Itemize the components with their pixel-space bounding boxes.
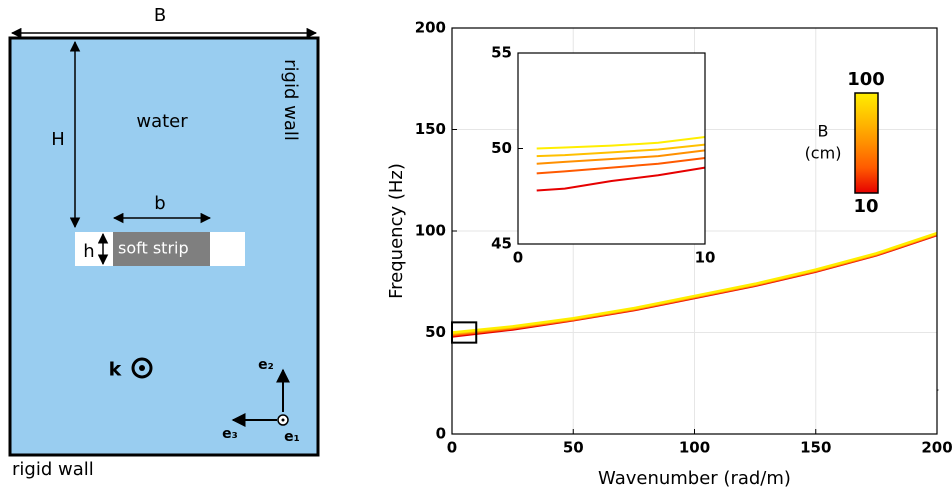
colorbar-tick-label: 10 [853,196,878,217]
label-rigid-wall: rigid wall [280,59,301,141]
colorbar-tick-label: 100 [847,69,885,90]
series-line [536,157,706,175]
label-e3: e₃ [222,426,238,442]
x-tick-label: 150 [800,439,831,457]
y-tick-label: 45 [491,235,512,253]
e1-dot [281,418,285,422]
series-line [536,166,706,192]
x-tick-label: 200 [921,439,952,457]
k-dot [139,365,145,371]
y-tick-label: 0 [436,425,446,443]
colorbar-label: (cm) [805,144,842,163]
axes-frame [451,27,938,435]
label-rigid-wall-bottom: rigid wall [12,459,94,480]
label-strip-h: h [83,241,94,262]
x-tick-label: 50 [563,439,584,457]
series-line [536,136,706,150]
label-h-depth: H [51,129,65,150]
label-soft-strip: soft strip [118,239,189,258]
k-symbol [131,357,153,379]
colorbar [854,92,879,194]
series-line [536,143,706,158]
label-k: k [109,359,122,381]
y-tick-label: 50 [425,323,446,341]
label-b-width: B [154,5,166,26]
x-tick-label: 0 [513,249,523,267]
x-tick-label: 10 [695,249,716,267]
diagram: B H water rigid wall b soft strip h k e₂… [8,5,320,480]
label-water: water [136,111,188,132]
series-line [451,231,938,334]
axes-frame [517,52,706,245]
soft-strip [113,232,210,266]
x-tick-label: 0 [447,439,457,457]
label-e1: e₁ [284,429,300,445]
label-e2: e₂ [258,357,274,373]
series-line [536,149,706,165]
y-tick-label: 150 [415,120,446,138]
x-tick-label: 100 [679,439,710,457]
y-tick-label: 100 [415,222,446,240]
label-strip-b: b [154,193,165,214]
y-tick-label: 50 [491,139,512,157]
colorbar-label: B [818,122,829,141]
x-axis-label: Wavenumber (rad/m) [598,468,791,489]
y-axis-label: Frequency (Hz) [386,163,407,299]
zoom-box [451,321,478,344]
y-tick-label: 200 [415,19,446,37]
y-tick-label: 55 [491,44,512,62]
